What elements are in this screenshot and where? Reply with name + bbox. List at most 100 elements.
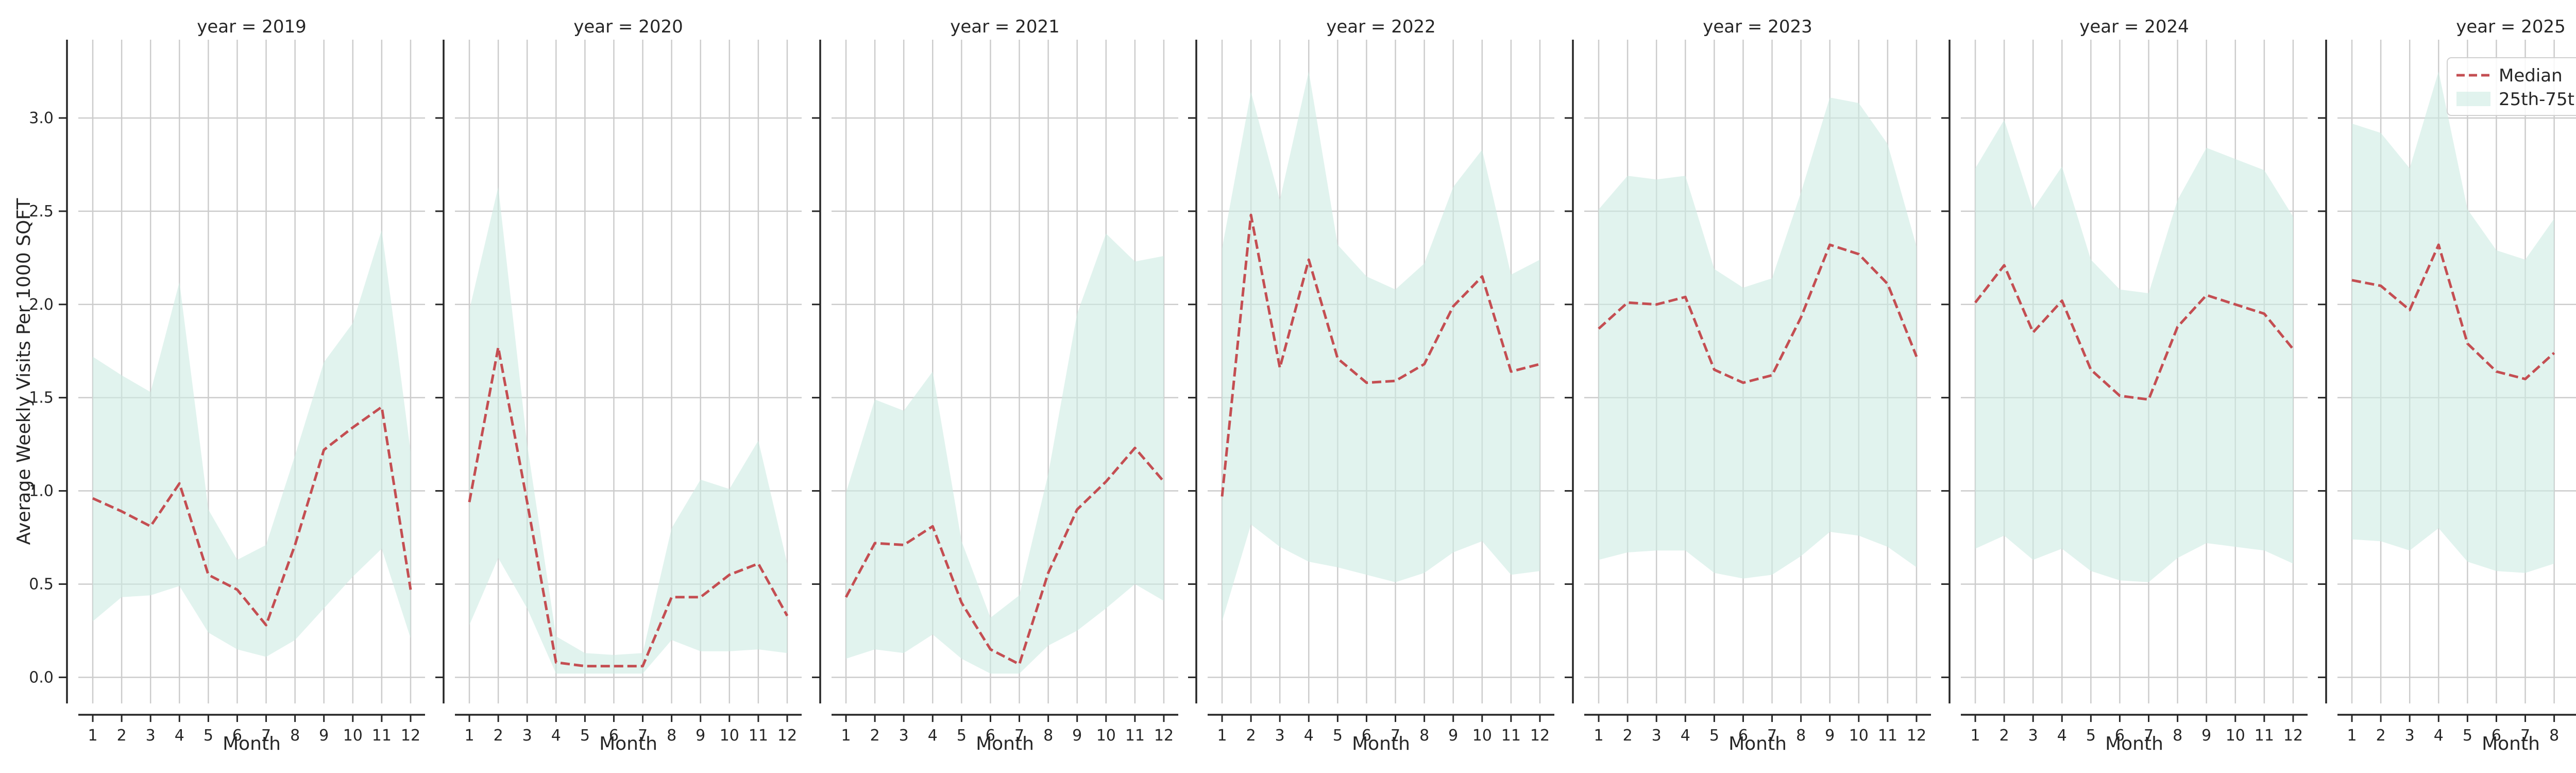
x-tick-label: 7 — [1767, 727, 1777, 745]
x-tick-label: 12 — [1907, 727, 1926, 745]
x-tick-label: 9 — [319, 727, 329, 745]
x-tick-label: 4 — [175, 727, 184, 745]
x-tick-label: 3 — [2028, 727, 2038, 745]
percentile-band-2023 — [1599, 97, 1917, 579]
x-tick-label: 2 — [494, 727, 503, 745]
percentile-band-2021 — [846, 233, 1164, 674]
x-tick-label: 12 — [1154, 727, 1174, 745]
y-tick-label: 2.0 — [29, 296, 54, 314]
panel-title: year = 2019 — [197, 16, 306, 37]
percentile-band-2020 — [469, 187, 787, 674]
x-tick-label: 12 — [1530, 727, 1550, 745]
x-tick-label: 5 — [2463, 727, 2472, 745]
x-tick-label: 10 — [1849, 727, 1869, 745]
x-tick-label: 7 — [2520, 727, 2530, 745]
x-tick-label: 8 — [1419, 727, 1429, 745]
y-tick-label: 1.5 — [29, 389, 54, 407]
panel-title: year = 2020 — [573, 16, 683, 37]
x-tick-label: 7 — [261, 727, 271, 745]
x-tick-label: 4 — [2057, 727, 2067, 745]
legend: Median 25th-75th Percentile — [2447, 57, 2576, 116]
median-line-2025 — [2351, 243, 2555, 380]
x-tick-label: 6 — [2115, 727, 2125, 745]
x-tick-label: 5 — [2086, 727, 2096, 745]
x-tick-label: 6 — [609, 727, 619, 745]
x-tick-label: 3 — [2405, 727, 2415, 745]
x-tick-label: 12 — [777, 727, 797, 745]
x-tick-label: 8 — [290, 727, 300, 745]
x-tick-label: 4 — [2434, 727, 2444, 745]
x-tick-label: 7 — [1391, 727, 1400, 745]
x-tick-label: 1 — [841, 727, 851, 745]
facet-panel-2019: year = 2019 0.0 0.5 1.0 1.5 2.0 2.5 3.0 1 2 3 4 5 6 7 8… — [29, 16, 425, 754]
x-tick-label: 1 — [1594, 727, 1603, 745]
x-tick-label: 9 — [1448, 727, 1458, 745]
median-line-2023 — [1598, 243, 1918, 384]
x-tick-label: 8 — [2173, 727, 2182, 745]
x-tick-label: 2 — [1246, 727, 1256, 745]
y-tick-label: 1.0 — [29, 482, 54, 500]
x-tick-label: 3 — [1275, 727, 1285, 745]
x-tick-label: 11 — [749, 727, 768, 745]
x-tick-label: 2 — [1623, 727, 1633, 745]
x-tick-label: 5 — [957, 727, 967, 745]
x-tick-label: 3 — [899, 727, 909, 745]
median-line-2024 — [1974, 264, 2294, 401]
x-tick-label: 5 — [580, 727, 590, 745]
x-tick-label: 2 — [117, 727, 127, 745]
x-tick-label: 7 — [638, 727, 648, 745]
y-tick-label: 2.5 — [29, 203, 54, 221]
x-tick-label: 10 — [2226, 727, 2245, 745]
x-tick-label: 7 — [2144, 727, 2154, 745]
x-tick-label: 11 — [1501, 727, 1521, 745]
x-tick-label: 6 — [1362, 727, 1371, 745]
y-axis-title: Average Weekly Visits Per 1000 SQFT — [13, 198, 35, 545]
x-tick-label: 8 — [1796, 727, 1806, 745]
x-tick-label: 1 — [1217, 727, 1227, 745]
x-tick-label: 9 — [1072, 727, 1082, 745]
median-line-2019 — [92, 406, 412, 627]
percentile-band-2022 — [1222, 71, 1540, 621]
x-tick-label: 11 — [1878, 727, 1897, 745]
x-tick-label: 3 — [1652, 727, 1662, 745]
x-axis-title: Month — [223, 733, 281, 754]
legend-label-median: Median — [2499, 65, 2563, 86]
x-tick-label: 11 — [2255, 727, 2274, 745]
x-tick-label: 8 — [1043, 727, 1053, 745]
median-line-2021 — [844, 446, 1165, 666]
x-tick-label: 11 — [1125, 727, 1145, 745]
y-tick-label: 0.5 — [29, 575, 54, 593]
x-tick-label: 9 — [2201, 727, 2211, 745]
x-tick-label: 4 — [1681, 727, 1690, 745]
percentile-band-2019 — [93, 230, 411, 657]
x-tick-label: 6 — [1738, 727, 1748, 745]
x-tick-label: 10 — [1472, 727, 1492, 745]
x-tick-label: 10 — [343, 727, 363, 745]
facet-panel-2025: year = 2025123456789101112Month — [2318, 16, 2576, 754]
x-tick-label: 6 — [2492, 727, 2501, 745]
x-tick-label: 6 — [232, 727, 242, 745]
x-tick-label: 5 — [204, 727, 213, 745]
x-tick-label: 4 — [928, 727, 938, 745]
x-tick-label: 9 — [1825, 727, 1835, 745]
y-tick-label: 3.0 — [29, 109, 54, 127]
percentile-band-2024 — [1975, 120, 2293, 582]
x-tick-label: 4 — [1304, 727, 1314, 745]
x-tick-label: 3 — [146, 727, 156, 745]
x-axis-title: Month — [1352, 733, 1410, 754]
legend-label-percentile: 25th-75th Percentile — [2499, 89, 2576, 110]
x-axis-title: Month — [2105, 733, 2163, 754]
panel-title: year = 2024 — [2079, 16, 2189, 37]
panel-title: year = 2022 — [1326, 16, 1435, 37]
x-tick-label: 5 — [1709, 727, 1719, 745]
x-tick-label: 1 — [88, 727, 97, 745]
y-tick-label: 0.0 — [29, 668, 54, 686]
panel-title: year = 2021 — [950, 16, 1059, 37]
panel-title: year = 2025 — [2456, 16, 2565, 37]
x-tick-label: 8 — [667, 727, 676, 745]
x-tick-label: 1 — [464, 727, 474, 745]
